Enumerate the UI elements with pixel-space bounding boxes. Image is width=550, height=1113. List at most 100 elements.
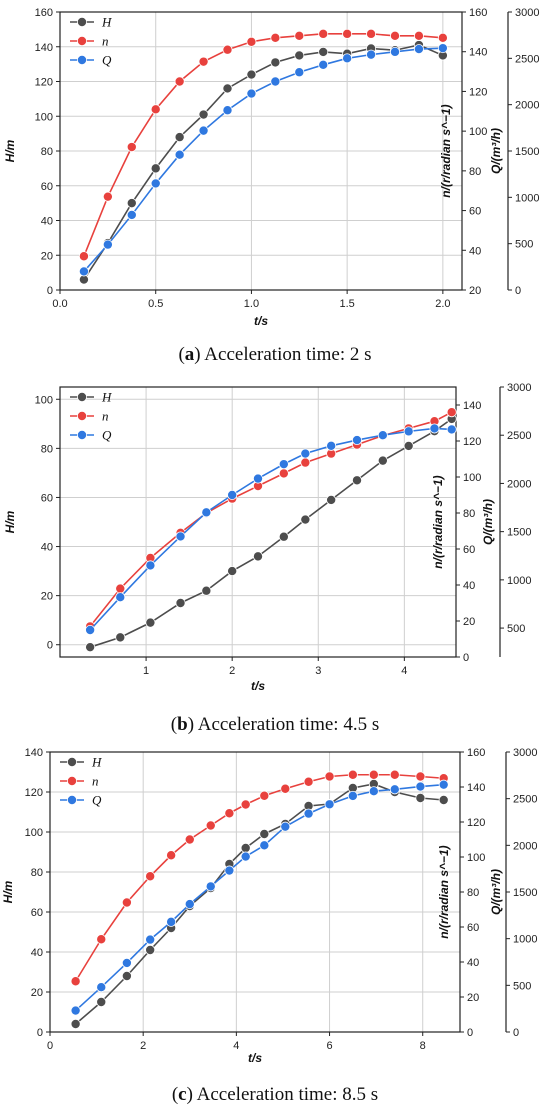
caption-label: c [178,1084,186,1105]
series-line-n [83,33,443,257]
y-right1-tick-label: 120 [463,436,481,448]
data-point-n [446,407,457,418]
data-point-H [326,494,337,505]
data-point-H [150,163,161,174]
data-point-Q [259,840,270,851]
y-right2-tick-label: 1000 [513,934,537,946]
data-point-Q [145,560,156,571]
caption-paren-open: ( [171,714,177,735]
data-point-Q [198,125,209,136]
x-tick-label: 3 [315,665,321,677]
data-point-H [259,829,270,840]
data-point-Q [403,426,414,437]
data-point-Q [389,46,400,57]
data-point-H [278,531,289,542]
data-point-n [174,76,185,87]
legend-marker-n [67,776,78,787]
data-point-n [280,783,291,794]
data-point-H [145,617,156,628]
data-point-Q [324,799,335,810]
data-point-Q [415,781,426,792]
data-point-Q [224,865,235,876]
y-right2-tick-label: 1000 [515,192,539,204]
data-point-H [227,566,238,577]
data-point-H [240,843,251,854]
y-right1-tick-label: 140 [463,400,481,412]
data-point-Q [429,423,440,434]
y-left-tick-label: 40 [41,542,53,554]
x-tick-label: 0 [47,1040,53,1052]
x-tick-label: 6 [326,1040,332,1052]
data-point-Q [78,266,89,277]
legend-marker-H [67,757,78,768]
y-right1-tick-label: 160 [469,7,487,19]
data-point-H [198,109,209,120]
data-point-n [145,871,156,882]
data-point-n [78,251,89,262]
data-point-Q [446,424,457,435]
data-point-H [318,46,329,57]
data-point-n [198,56,209,67]
data-point-Q [300,448,311,459]
y-right1-tick-label: 0 [463,652,469,664]
x-tick-label: 2 [140,1040,146,1052]
data-point-n [342,28,353,39]
data-point-Q [175,531,186,542]
data-point-Q [278,459,289,470]
y-right1-tick-label: 20 [467,992,479,1004]
caption-label: a [185,344,195,365]
data-point-n [150,104,161,115]
data-point-n [224,808,235,819]
x-axis-label: t/s [254,314,268,328]
data-point-Q [70,1005,81,1016]
y-right1-tick-label: 60 [469,206,481,218]
data-point-Q [303,808,314,819]
caption-paren-close: ) [194,344,204,365]
x-tick-label: 4 [401,665,407,677]
caption-paren-open: ( [178,344,184,365]
y-right1-tick-label: 140 [467,782,485,794]
y-right2-tick-label: 3000 [515,7,539,19]
y-left-tick-label: 40 [41,216,53,228]
data-point-n [70,976,81,987]
data-point-H [415,793,426,804]
y-right2-tick-label: 2500 [507,430,531,442]
data-point-Q [102,239,113,250]
y-left-tick-label: 20 [41,591,53,603]
chart-b: 1 2 3 4020406080100020406080100120140500100… [3,382,531,735]
data-point-H [96,997,107,1008]
y-right1-axis-label: n/(r/radian s^−1) [431,475,445,568]
data-point-Q [166,916,177,927]
y-right1-tick-label: 120 [469,86,487,98]
y-left-tick-label: 0 [37,1027,43,1039]
y-left-tick-label: 100 [35,394,53,406]
legend-label-n: n [102,409,109,424]
data-point-n [278,468,289,479]
y-right1-tick-label: 120 [467,817,485,829]
data-point-n [415,771,426,782]
data-point-n [205,820,216,831]
legend-marker-Q [67,795,78,806]
series-line-H [83,44,444,281]
data-point-n [184,834,195,845]
y-left-tick-label: 20 [41,250,53,262]
data-point-H [222,83,233,94]
y-right2-tick-label: 2000 [507,478,531,490]
y-right1-axis-label: n/(r/radian s^−1) [439,104,453,197]
data-point-Q [150,178,161,189]
y-right2-tick-label: 3000 [513,747,537,759]
y-left-tick-label: 0 [47,640,53,652]
caption-text: Acceleration time: 2 s [204,344,371,365]
y-right1-tick-label: 20 [463,616,475,628]
y-left-tick-label: 100 [25,827,43,839]
data-point-H [126,198,137,209]
data-point-Q [438,779,449,790]
data-point-H [252,551,263,562]
y-right1-tick-label: 100 [467,852,485,864]
data-point-Q [222,105,233,116]
x-tick-label: 4 [233,1040,239,1052]
y-right2-tick-label: 1500 [515,146,539,158]
y-left-tick-label: 80 [41,146,53,158]
legend-label-Q: Q [102,53,112,68]
data-point-H [270,57,281,68]
